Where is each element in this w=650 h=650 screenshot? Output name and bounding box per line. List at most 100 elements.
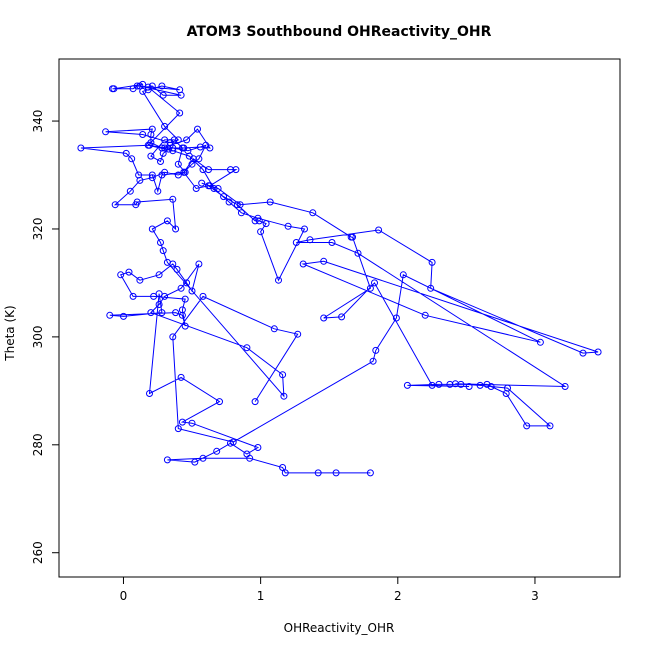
data-point [144,83,152,91]
data-point [487,383,495,390]
data-point [117,271,125,279]
data-point [174,425,182,433]
data-point [129,85,137,93]
data-point [183,279,191,287]
plot-area [77,80,602,477]
data-point [172,309,180,317]
data-point [102,128,110,136]
data-point [150,292,158,300]
data-point [284,222,292,230]
data-point [561,383,569,390]
data-point [166,139,174,147]
data-point [154,187,162,195]
data-point [161,292,169,300]
data-point [110,85,118,93]
data-point [195,260,203,268]
data-point [435,380,443,388]
data-point [262,220,270,228]
data-point [136,82,144,90]
data-point [338,313,346,321]
data-point [148,174,156,182]
data-point [183,136,191,144]
data-point [275,276,282,284]
data-point [266,198,274,206]
data-point [255,217,263,225]
data-point [251,217,259,225]
data-point [169,195,177,203]
data-point [403,381,411,389]
data-point [106,311,114,319]
data-point [169,147,177,155]
data-point [225,198,233,206]
data-point [483,380,491,388]
data-point [155,301,163,308]
y-tick-label: 320 [31,218,45,241]
data-point [229,438,237,446]
data-point [243,450,251,458]
data-point [144,141,152,149]
data-point [213,447,221,455]
data-point [237,209,245,217]
data-point [163,456,171,464]
data-point [205,166,212,174]
data-point [122,149,130,157]
data-point [177,373,185,381]
data-point [163,258,171,266]
data-point [148,171,156,179]
data-point [163,217,171,225]
data-point [314,469,322,477]
data-point [279,464,287,471]
data-point [181,295,189,303]
data-point [159,247,167,255]
data-point [161,136,169,144]
data-point [165,145,173,153]
data-point [174,160,182,168]
data-point [181,322,189,330]
data-point [178,311,186,319]
data-point [196,143,204,151]
data-point [128,155,136,163]
data-point [354,249,362,257]
data-point [180,144,188,152]
y-tick-label: 280 [31,433,45,456]
data-point [158,309,166,317]
data-point [125,268,133,276]
data-point [191,458,199,466]
y-tick-label: 340 [31,110,45,133]
data-point [299,260,307,268]
data-point [232,166,240,174]
data-point [155,271,163,279]
data-point [178,418,186,426]
data-point [369,357,377,365]
data-point [132,201,140,209]
data-point [279,371,287,379]
data-point [227,166,234,174]
data-point [332,469,340,477]
data-point [199,292,207,300]
data-point [188,419,196,427]
data-point [301,225,308,233]
data-point [523,422,531,430]
data-point [233,201,241,209]
x-tick-label: 0 [120,589,128,603]
data-point [148,225,156,233]
data-point [144,86,152,94]
data-point [476,381,484,389]
data-point [173,265,181,273]
data-point [220,193,228,201]
data-point [158,82,166,90]
data-point [306,236,314,244]
data-point [174,136,182,144]
x-axis-label: OHReactivity_OHR [284,621,395,635]
data-point [427,284,435,292]
data-point [146,390,153,397]
axes: 0 1 2 3 260 280 300 320 340 [31,110,539,603]
data-point [292,239,300,246]
data-point [177,91,185,99]
data-point [178,306,186,314]
data-point [328,239,336,246]
y-tick-label: 300 [31,325,45,348]
data-point [158,171,166,179]
y-axis-label: Theta (K) [3,305,17,361]
